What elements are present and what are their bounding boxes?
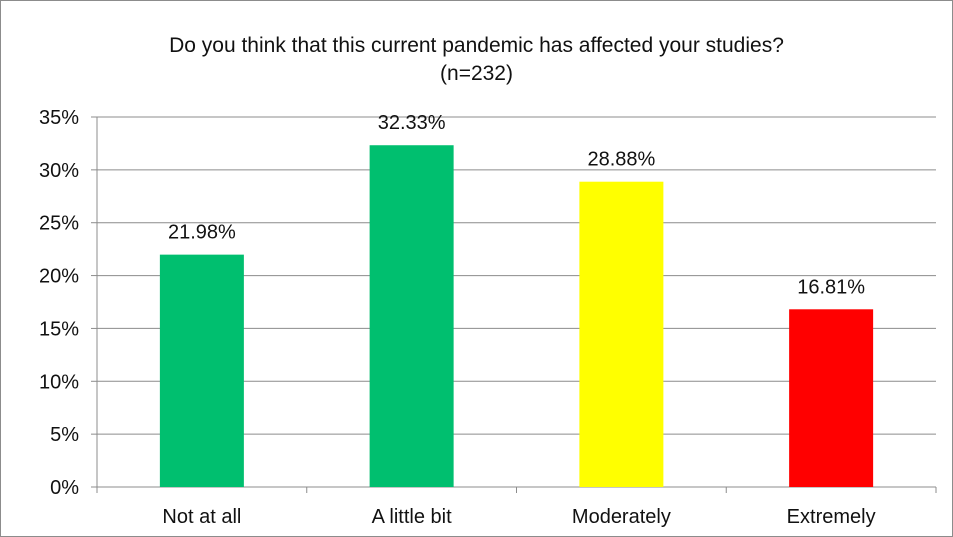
x-tick-label: A little bit: [372, 506, 452, 528]
y-tick-label: 30%: [39, 160, 79, 182]
data-label: 16.81%: [797, 276, 865, 298]
chart-title: Do you think that this current pandemic …: [169, 34, 784, 57]
y-tick-label: 10%: [39, 371, 79, 393]
x-tick-label: Not at all: [162, 506, 241, 528]
y-tick-label: 0%: [50, 477, 79, 499]
y-tick-label: 25%: [39, 213, 79, 235]
data-label: 28.88%: [587, 149, 655, 171]
y-tick-label: 20%: [39, 266, 79, 288]
bar-moderately: [579, 181, 664, 487]
y-tick-label: 5%: [50, 424, 79, 446]
bar-a-little-bit: [369, 145, 454, 487]
chart-subtitle: (n=232): [440, 62, 513, 85]
y-tick-label: 35%: [39, 107, 79, 129]
x-tick-label: Extremely: [787, 506, 876, 528]
data-label: 32.33%: [378, 112, 446, 134]
data-label: 21.98%: [168, 222, 236, 244]
bar-not-at-all: [159, 254, 244, 487]
x-tick-label: Moderately: [572, 506, 671, 528]
y-tick-label: 15%: [39, 318, 79, 340]
bar-extremely: [789, 309, 874, 487]
